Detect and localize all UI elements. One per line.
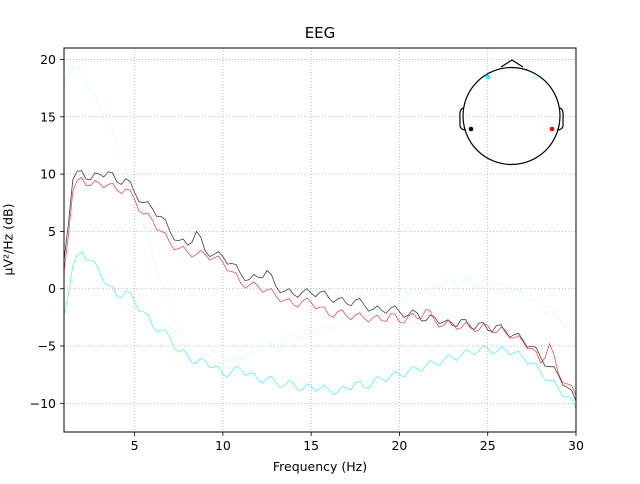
sensor-topomap [459, 59, 564, 166]
sensor-dots [468, 74, 555, 132]
sensor-black-icon [468, 126, 474, 132]
y-tick-label: 15 [40, 109, 56, 124]
y-tick-label: 0 [48, 281, 56, 296]
x-axis-label: Frequency (Hz) [272, 459, 368, 474]
y-axis-label: µV²/Hz (dB) [0, 203, 16, 276]
y-tick-label: 5 [48, 224, 56, 239]
y-tick-label: 10 [40, 167, 56, 182]
psd-line-channel-red [63, 176, 577, 396]
y-tick-label: 20 [40, 52, 56, 67]
grid-lines [64, 48, 577, 432]
psd-lines [63, 65, 577, 409]
axes-frame [63, 47, 577, 433]
head-right-ear-icon [556, 107, 564, 131]
psd-line-channel-lightcyan [63, 65, 577, 364]
chart-title: EEG [304, 24, 336, 42]
sensor-red-icon [549, 126, 555, 132]
sensor-cyan-icon [485, 74, 491, 80]
y-tick-label: −10 [30, 396, 56, 411]
x-tick-label: 10 [215, 438, 231, 453]
head-outline-icon [462, 66, 561, 166]
x-tick-label: 15 [303, 438, 319, 453]
head-nose-icon [500, 59, 524, 68]
axis-ticks: 5 10 15 20 25 30 −10 −5 0 5 10 15 20 [30, 52, 584, 453]
x-tick-label: 30 [568, 438, 584, 453]
psd-line-channel-cyan [63, 251, 577, 409]
x-tick-label: 25 [480, 438, 496, 453]
head-left-ear-icon [459, 107, 467, 131]
x-tick-label: 5 [131, 438, 139, 453]
x-tick-label: 20 [391, 438, 407, 453]
sensor-lightcyan-icon [532, 74, 538, 80]
psd-line-channel-black [63, 170, 577, 402]
y-tick-label: −5 [38, 339, 56, 354]
